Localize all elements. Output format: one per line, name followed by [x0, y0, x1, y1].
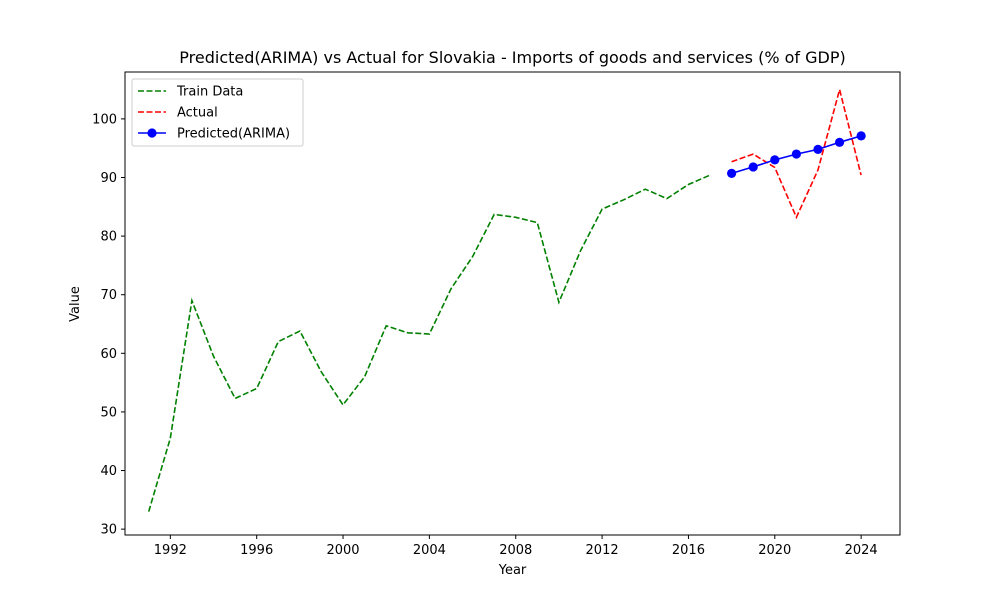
y-tick-label: 80 — [100, 230, 117, 245]
chart-title: Predicted(ARIMA) vs Actual for Slovakia … — [179, 48, 845, 67]
y-tick-label: 40 — [100, 464, 117, 479]
legend-label: Actual — [177, 106, 218, 121]
plot-frame — [124, 71, 901, 536]
y-tick-label: 100 — [92, 112, 117, 127]
data-point — [791, 149, 801, 159]
x-tick-label: 2000 — [326, 543, 359, 558]
data-point — [856, 131, 866, 141]
legend-marker — [147, 128, 157, 138]
x-tick-label: 1996 — [240, 543, 273, 558]
data-point — [834, 137, 845, 147]
y-axis-title: Value — [68, 286, 83, 322]
x-tick-label: 1992 — [154, 543, 187, 558]
x-tick-label: 2024 — [845, 543, 878, 558]
y-tick-label: 70 — [100, 288, 117, 303]
series-line-actual — [731, 86, 862, 220]
y-tick-label: 50 — [100, 405, 117, 420]
y-axis: 30 40 50 60 70 80 90 100 — [92, 112, 125, 538]
x-tick-label: 2004 — [413, 543, 446, 558]
data-point — [813, 144, 823, 154]
x-tick-label: 2016 — [672, 543, 705, 558]
x-axis: 1992 1996 2000 2004 2008 2012 2016 2020 2024 — [154, 535, 878, 558]
x-tick-label: 2012 — [586, 543, 619, 558]
legend-label: Predicted(ARIMA) — [177, 127, 290, 142]
y-tick-label: 60 — [100, 347, 117, 362]
x-tick-label: 2020 — [758, 543, 791, 558]
legend-frame — [131, 78, 304, 147]
data-point — [727, 168, 737, 178]
x-tick-label: 2008 — [499, 543, 532, 558]
plot-area — [147, 86, 866, 512]
legend-label: Train Data — [176, 85, 243, 100]
data-point — [748, 162, 758, 172]
y-tick-label: 90 — [100, 171, 117, 186]
data-point — [770, 155, 780, 165]
series-line-train-data — [147, 174, 711, 512]
y-tick-label: 30 — [100, 523, 117, 538]
x-axis-title: Year — [498, 563, 527, 578]
legend: Train Data Actual Predicted(ARIMA) — [131, 78, 304, 147]
